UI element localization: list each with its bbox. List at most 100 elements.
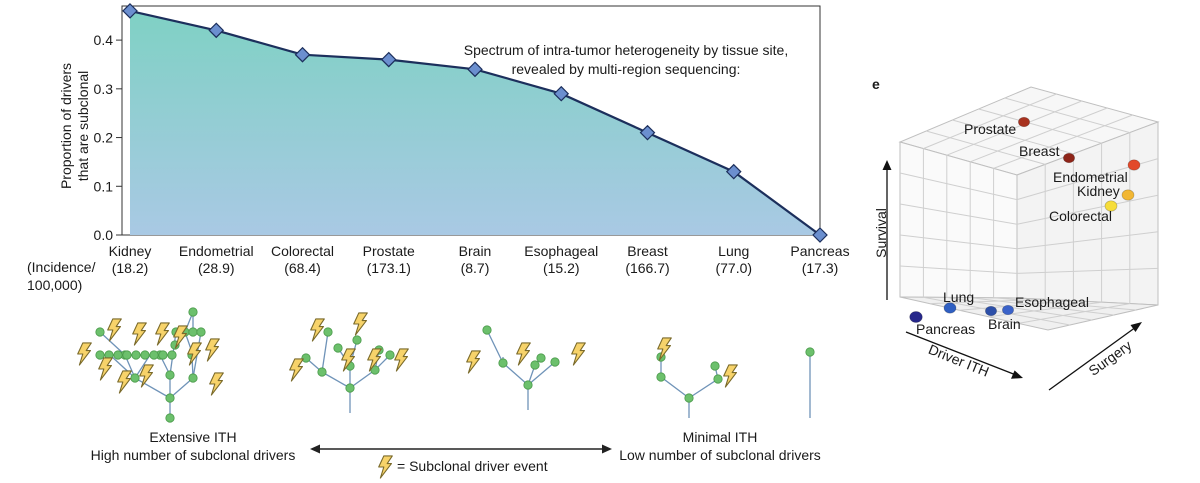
x-tick-label: Kidney: [109, 243, 152, 259]
lightning-bolt-icon: [209, 372, 224, 396]
tree-branch: [99, 331, 126, 356]
x-tick-label: Prostate: [363, 243, 415, 259]
lightning-bolt-icon: [132, 322, 147, 346]
data-point-brain: [467, 61, 483, 78]
lightning-bolt-icon: [723, 364, 738, 388]
clone-node: [165, 413, 175, 423]
clone-node: [149, 350, 159, 360]
incidence-value: (28.9): [198, 260, 235, 276]
point-label-endometrial: Endometrial: [1053, 169, 1128, 185]
grid-line: [952, 119, 1074, 155]
grid-line: [926, 130, 1046, 165]
grid-line: [899, 203, 1018, 225]
driver-ith-axis-arrow: [905, 331, 1023, 379]
y-tick-label: 0.1: [94, 178, 114, 194]
point-label-pancreas: Pancreas: [916, 321, 975, 337]
grid-line: [1016, 267, 1159, 274]
clone-node: [536, 353, 546, 363]
x-tick-label: Breast: [627, 243, 668, 259]
clone-node: [523, 380, 533, 390]
incidence-value: (173.1): [367, 260, 411, 276]
clone-node: [684, 393, 694, 403]
lightning-bolt-icon: [571, 342, 586, 366]
grid-line: [978, 108, 1102, 144]
lightning-bolt-icon: [378, 455, 393, 479]
grid-line: [1018, 303, 1130, 324]
clone-node: [95, 350, 105, 360]
clone-node: [165, 370, 175, 380]
clone-node: [167, 350, 177, 360]
y-tick-label: 0.4: [94, 32, 114, 48]
surgery-axis-arrow: [1048, 322, 1142, 391]
clone-node: [345, 383, 355, 393]
x-tick-label: Endometrial: [179, 243, 254, 259]
y-tick-label: 0.3: [94, 81, 114, 97]
clone-node: [140, 350, 150, 360]
point-label-lung: Lung: [943, 289, 974, 305]
lightning-bolt-icon: [98, 357, 113, 381]
tree-branch: [134, 377, 171, 399]
data-point-lung: [725, 163, 742, 180]
x-tick-label: Brain: [459, 243, 492, 259]
point-label-breast: Breast: [1019, 143, 1060, 159]
survival-axis-arrow: [882, 160, 892, 300]
panel-label: e: [872, 76, 880, 92]
scatter-point-breast: [1063, 152, 1075, 164]
chart-subtitle: revealed by multi-region sequencing:: [512, 61, 741, 77]
tree-branch: [527, 361, 556, 386]
lightning-bolt-icon: [117, 370, 132, 394]
tree-extensive-ith: [77, 307, 224, 423]
data-markers: [122, 3, 828, 243]
point-label-kidney: Kidney: [1077, 183, 1120, 199]
clone-node: [122, 350, 132, 360]
minimal-ith-title: Minimal ITH: [683, 429, 758, 445]
lightning-bolt-icon: [353, 312, 368, 336]
clone-node: [385, 350, 395, 360]
scatter-point-kidney: [1121, 189, 1135, 201]
x-tick-label: Lung: [718, 243, 749, 259]
3d-grid-box: [898, 86, 1160, 331]
clone-node: [805, 347, 815, 357]
lightning-bolt-icon: [77, 342, 92, 366]
scatter-points: [909, 116, 1141, 323]
data-point-colorectal: [294, 46, 311, 63]
x-tick-label: Colorectal: [271, 243, 334, 259]
clone-node: [130, 373, 140, 383]
x-tick-label: Pancreas: [790, 243, 849, 259]
scatter-point-pancreas: [909, 311, 923, 323]
y-tick-label: 0.0: [94, 227, 114, 243]
minimal-ith-subtitle: Low number of subclonal drivers: [619, 447, 821, 463]
lightning-bolt-icon: [394, 348, 409, 372]
tree-branch: [349, 369, 376, 389]
incidence-value: (166.7): [625, 260, 669, 276]
grid-line: [993, 297, 1137, 311]
clone-node: [550, 357, 560, 367]
grid-line: [1004, 97, 1130, 134]
clone-node: [352, 335, 362, 345]
data-point-breast: [639, 124, 656, 141]
clone-node: [656, 372, 666, 382]
grid-line: [1016, 194, 1159, 225]
incidence-value: (77.0): [715, 260, 752, 276]
grid-line: [899, 172, 1018, 201]
lightning-bolt-icon: [289, 358, 304, 382]
tree-branch: [109, 354, 136, 379]
clone-node: [188, 327, 198, 337]
phylogeny-illustration: Extensive ITH High number of subclonal d…: [77, 307, 821, 479]
clone-node: [131, 350, 141, 360]
x-tick-label: Esophageal: [524, 243, 598, 259]
legend-text: = Subclonal driver event: [397, 458, 548, 474]
point-label-colorectal: Colorectal: [1049, 208, 1112, 224]
scatter-point-lung: [943, 302, 957, 314]
grid-line: [946, 100, 1082, 156]
y-tick-label: 0.2: [94, 130, 114, 146]
incidence-label-line-2: 100,000): [27, 277, 82, 293]
survival-axis-label: Survival: [873, 208, 889, 258]
extensive-ith-subtitle: High number of subclonal drivers: [91, 447, 296, 463]
grid-line: [923, 93, 1057, 150]
point-label-prostate: Prostate: [964, 121, 1016, 137]
scatter-point-brain: [985, 305, 997, 317]
data-point-esophageal: [553, 85, 570, 102]
